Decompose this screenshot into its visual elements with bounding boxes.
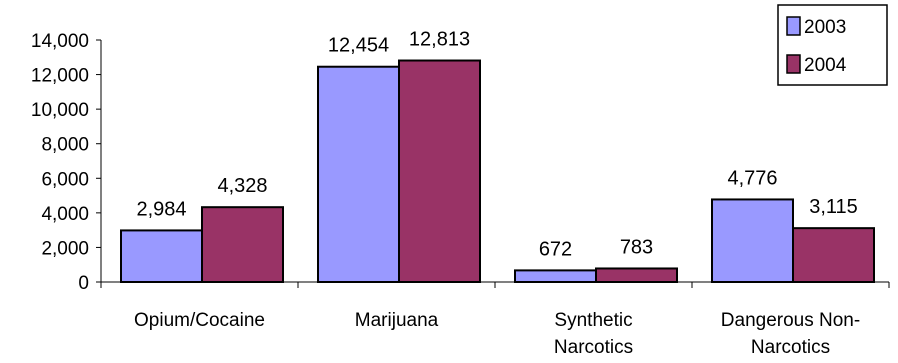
- bar-2003-2: [514, 269, 597, 284]
- legend-swatch-2004: [786, 54, 801, 74]
- data-label: 12,454: [328, 35, 389, 57]
- data-label: 4,776: [727, 167, 777, 189]
- category-label: Marijuana: [355, 310, 439, 331]
- category-label: Opium/Cocaine: [134, 310, 265, 331]
- y-tick-label: 0: [78, 273, 89, 294]
- data-label: 3,115: [809, 196, 858, 218]
- y-tick-label: 6,000: [41, 169, 89, 190]
- y-tick-label: 2,000: [41, 238, 89, 259]
- bar-2003-0: [120, 229, 203, 284]
- y-tick-label: 12,000: [31, 66, 89, 87]
- legend-swatch-2003: [786, 16, 801, 36]
- data-label: 672: [539, 238, 572, 260]
- category-label: Synthetic: [554, 310, 632, 331]
- bar-2004-1: [398, 59, 481, 283]
- bar-2004-3: [792, 227, 875, 283]
- category-label: Narcotics: [554, 337, 633, 358]
- bar-2004-0: [201, 206, 284, 283]
- legend-label: 2004: [804, 55, 847, 76]
- y-tick-label: 14,000: [31, 31, 89, 52]
- y-tick-label: 4,000: [41, 204, 89, 225]
- bar-2003-1: [317, 65, 400, 284]
- y-tick-label: 8,000: [41, 135, 89, 156]
- y-tick-label: 10,000: [31, 100, 89, 121]
- category-label: Dangerous Non-: [721, 310, 860, 331]
- legend-label: 2003: [804, 17, 846, 38]
- data-label: 2,984: [136, 198, 186, 220]
- category-label: Narcotics: [751, 337, 830, 358]
- data-label: 783: [620, 236, 653, 258]
- data-label: 4,328: [217, 175, 267, 197]
- bar-2004-2: [595, 267, 678, 283]
- data-label: 12,813: [409, 29, 470, 51]
- bar-2003-3: [711, 198, 794, 284]
